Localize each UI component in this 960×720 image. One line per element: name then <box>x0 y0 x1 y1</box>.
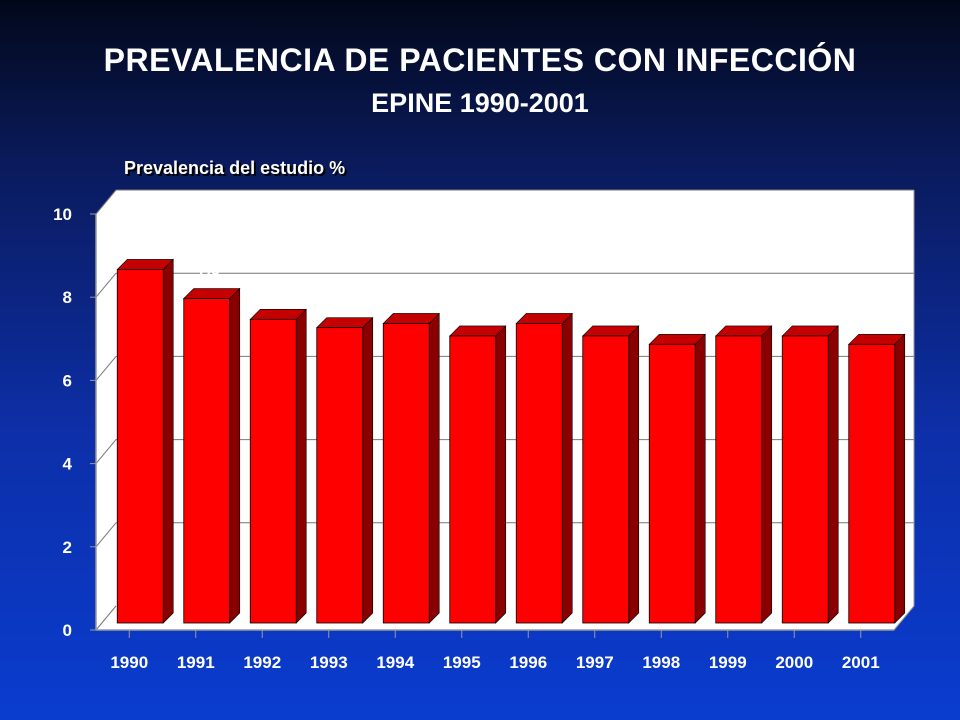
bar <box>316 316 374 624</box>
bar <box>515 312 573 624</box>
bar-top <box>249 309 307 320</box>
bar-front <box>648 343 696 624</box>
y-axis-label: Prevalencia del estudio % <box>124 158 346 178</box>
bar-side <box>761 325 773 624</box>
plot-area <box>96 190 914 630</box>
data-label: 6,9 <box>597 299 619 316</box>
data-label: 7,2 <box>397 286 419 303</box>
bar-side <box>428 312 440 624</box>
bar <box>449 325 507 624</box>
data-label: 6,7 <box>863 307 885 324</box>
data-label: 7,1 <box>331 291 353 308</box>
x-tick-label: 1996 <box>509 653 547 672</box>
data-label: 7,3 <box>264 282 286 299</box>
bar-side <box>694 333 706 624</box>
x-tick-label: 1995 <box>443 653 481 672</box>
bar-top <box>116 259 174 270</box>
bar-side <box>495 325 507 624</box>
bar <box>116 258 174 624</box>
bar <box>582 325 640 624</box>
bar-top <box>382 313 440 324</box>
bar-side <box>295 308 307 624</box>
plot-side-wall <box>96 190 116 630</box>
grid-line-side <box>95 356 117 381</box>
bar-side <box>827 325 839 624</box>
x-tick-label: 1999 <box>709 653 747 672</box>
bar-front <box>316 327 364 624</box>
x-tick-label: 1994 <box>376 653 414 672</box>
bar-front <box>848 343 896 624</box>
data-label: 7,8 <box>198 262 220 279</box>
value-labels: 8,5 7,8 7,3 7,1 7,2 6,9 7,2 6,9 6,7 6,9 6,9 6,7 <box>131 232 885 324</box>
bar-side <box>362 316 374 624</box>
bar-top <box>515 313 573 324</box>
bar-side <box>229 287 241 624</box>
bar-top <box>316 317 374 328</box>
bar <box>249 308 307 624</box>
bar-top <box>781 325 839 337</box>
bar-top <box>183 288 241 299</box>
grid-line-side <box>95 605 117 631</box>
x-tick-labels: 1990 1991 1992 1993 1994 1995 1996 1997 1998 1999… <box>110 653 879 672</box>
floor-edge <box>893 605 915 631</box>
grid-lines <box>95 189 914 631</box>
x-tick-label: 1990 <box>110 653 148 672</box>
x-tick-label: 1997 <box>576 653 614 672</box>
bar-side <box>561 312 573 624</box>
x-tick-label: 2001 <box>842 653 880 672</box>
bar <box>648 333 706 624</box>
bar-front <box>116 268 164 624</box>
grid-line-side <box>95 272 117 298</box>
grid-line-side <box>95 189 117 215</box>
bar <box>715 325 773 624</box>
data-label: 7,2 <box>530 286 552 303</box>
x-tick-label: 1998 <box>642 653 680 672</box>
y-tick-label: 10 <box>53 205 72 224</box>
x-tick-label: 1992 <box>243 653 281 672</box>
y-tick-labels: 0 2 4 6 8 10 <box>53 205 72 640</box>
axes <box>90 190 915 638</box>
y-tick-label: 2 <box>63 538 72 557</box>
data-label: 6,9 <box>464 299 486 316</box>
data-label: 6,9 <box>730 299 752 316</box>
bar-top <box>715 325 773 337</box>
y-tick-label: 6 <box>63 371 72 390</box>
bar-side <box>894 333 906 624</box>
data-label: 6,7 <box>663 307 685 324</box>
y-tick-label: 8 <box>63 288 72 307</box>
data-label: 8,5 <box>131 232 153 249</box>
bar-side <box>628 325 640 624</box>
y-tick-label: 0 <box>63 621 72 640</box>
bars <box>116 258 906 624</box>
chart-title: PREVALENCIA DE PACIENTES CON INFECCIÓN <box>103 42 857 78</box>
bar-front <box>183 298 231 624</box>
bar-front <box>382 323 430 624</box>
x-tick-label: 1991 <box>177 653 215 672</box>
plot-back-wall <box>116 190 914 606</box>
bar <box>382 312 440 624</box>
bar <box>848 333 906 624</box>
data-label: 6,9 <box>796 299 818 316</box>
bar-top <box>582 325 640 337</box>
bar <box>781 325 839 624</box>
bar-front <box>449 335 497 624</box>
bar-top <box>648 333 706 345</box>
bar-top <box>449 325 507 337</box>
bar-front <box>249 318 297 624</box>
bar <box>183 287 241 624</box>
bar-side <box>162 258 174 624</box>
grid-line-side <box>95 439 117 464</box>
bar-top <box>848 333 906 345</box>
y-tick-label: 4 <box>63 455 73 474</box>
bar-front <box>715 335 763 624</box>
bar-front <box>515 323 563 624</box>
bar-front <box>781 335 829 624</box>
bar-front <box>582 335 630 624</box>
x-tick-label: 2000 <box>775 653 813 672</box>
grid-line-side <box>95 522 117 548</box>
x-tick-label: 1993 <box>310 653 348 672</box>
chart-subtitle: EPINE 1990-2001 <box>371 88 589 118</box>
